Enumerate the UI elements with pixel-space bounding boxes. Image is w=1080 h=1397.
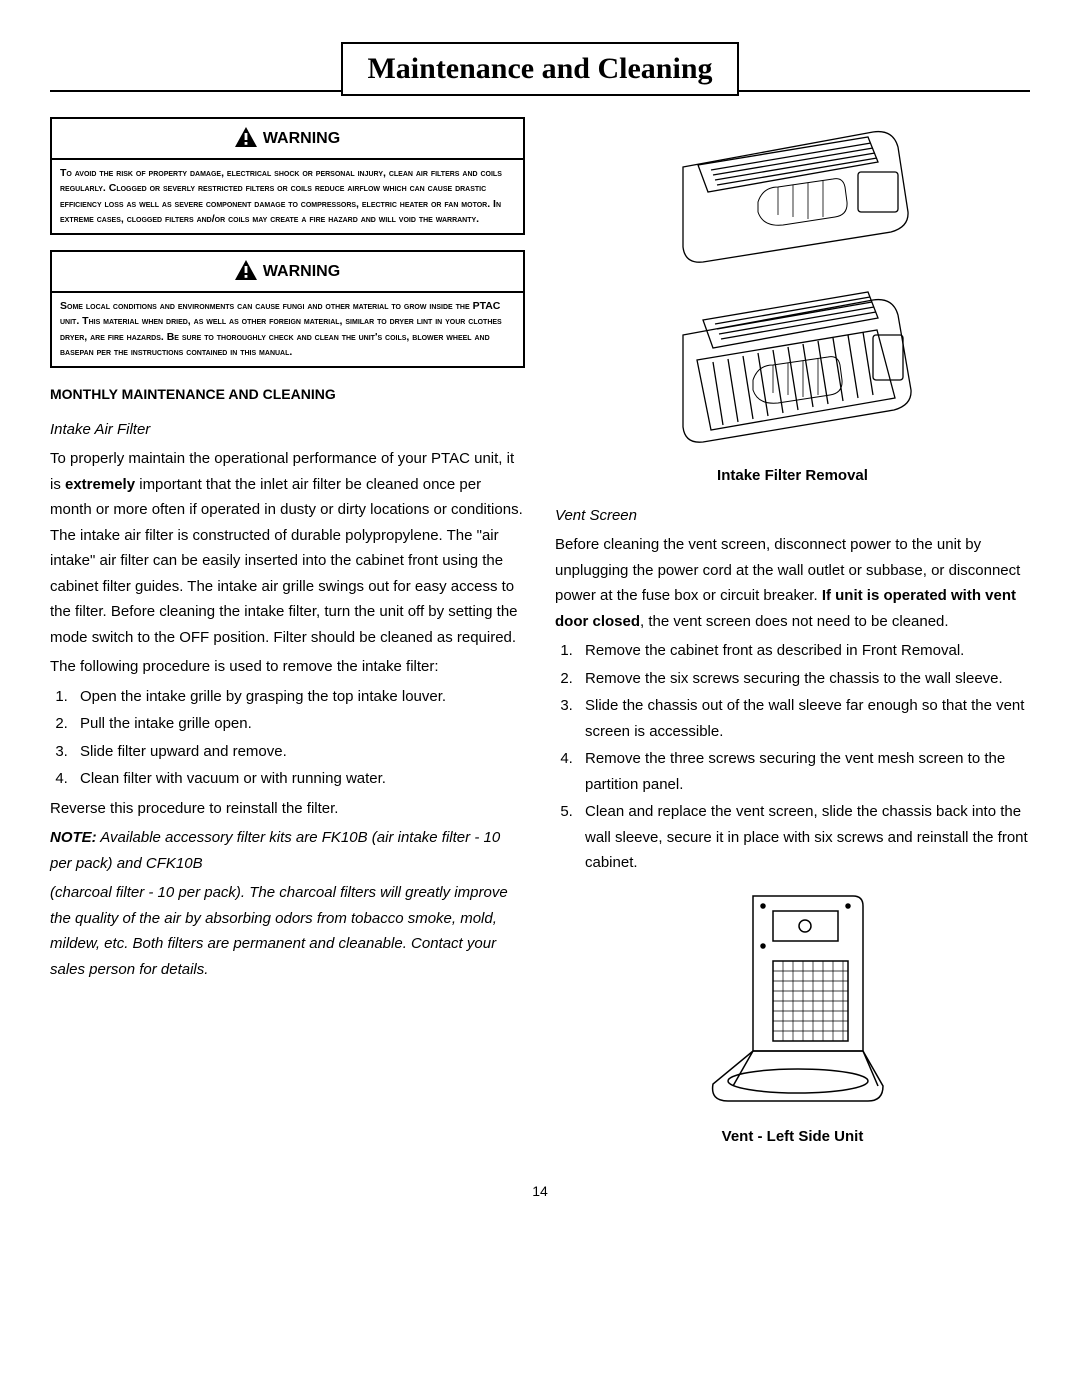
vent-caption: Vent - Left Side Unit: [555, 1124, 1030, 1150]
list-item: Remove the cabinet front as described in…: [577, 638, 1030, 664]
intake-paragraph-1: To properly maintain the operational per…: [50, 446, 525, 650]
warning-body-1: To avoid the risk of property damage, el…: [52, 160, 523, 233]
list-item: Slide filter upward and remove.: [72, 739, 525, 765]
warning-header: WARNING: [52, 252, 523, 293]
warning-header: WARNING: [52, 119, 523, 160]
warning-box-2: WARNING Some local conditions and enviro…: [50, 250, 525, 368]
intake-reverse: Reverse this procedure to reinstall the …: [50, 796, 525, 822]
title-wrap: Maintenance and Cleaning: [50, 30, 1030, 92]
intake-paragraph-2: The following procedure is used to remov…: [50, 654, 525, 680]
warning-label: WARNING: [263, 130, 340, 147]
columns: WARNING To avoid the risk of property da…: [50, 117, 1030, 1163]
left-column: WARNING To avoid the risk of property da…: [50, 117, 525, 1163]
right-column: Intake Filter Removal Vent Screen Before…: [555, 117, 1030, 1163]
intake-unit-closed-illustration: [663, 117, 923, 267]
list-item: Clean filter with vacuum or with running…: [72, 766, 525, 792]
warning-label: WARNING: [263, 263, 340, 280]
intake-filter-removal-caption: Intake Filter Removal: [555, 463, 1030, 489]
vent-left-side-illustration: [698, 886, 888, 1116]
list-item: Remove the three screws securing the ven…: [577, 746, 1030, 797]
intake-air-filter-heading: Intake Air Filter: [50, 417, 525, 443]
note-paragraph-2: (charcoal filter - 10 per pack). The cha…: [50, 880, 525, 982]
warning-icon: [235, 127, 257, 147]
vent-paragraph-1: Before cleaning the vent screen, disconn…: [555, 532, 1030, 634]
page-title: Maintenance and Cleaning: [341, 42, 738, 96]
page: Maintenance and Cleaning WARNING To avoi…: [0, 0, 1080, 1219]
vent-screen-heading: Vent Screen: [555, 503, 1030, 529]
note-paragraph-1: NOTE: Available accessory filter kits ar…: [50, 825, 525, 876]
list-item: Slide the chassis out of the wall sleeve…: [577, 693, 1030, 744]
warning-body-2: Some local conditions and environments c…: [52, 293, 523, 366]
list-item: Open the intake grille by grasping the t…: [72, 684, 525, 710]
list-item: Remove the six screws securing the chass…: [577, 666, 1030, 692]
intake-steps: Open the intake grille by grasping the t…: [50, 684, 525, 792]
list-item: Pull the intake grille open.: [72, 711, 525, 737]
vent-steps: Remove the cabinet front as described in…: [555, 638, 1030, 876]
monthly-heading: MONTHLY MAINTENANCE AND CLEANING: [50, 383, 525, 407]
list-item: Clean and replace the vent screen, slide…: [577, 799, 1030, 876]
warning-box-1: WARNING To avoid the risk of property da…: [50, 117, 525, 235]
warning-icon: [235, 260, 257, 280]
intake-unit-open-illustration: [663, 275, 923, 455]
page-number: 14: [50, 1183, 1030, 1199]
